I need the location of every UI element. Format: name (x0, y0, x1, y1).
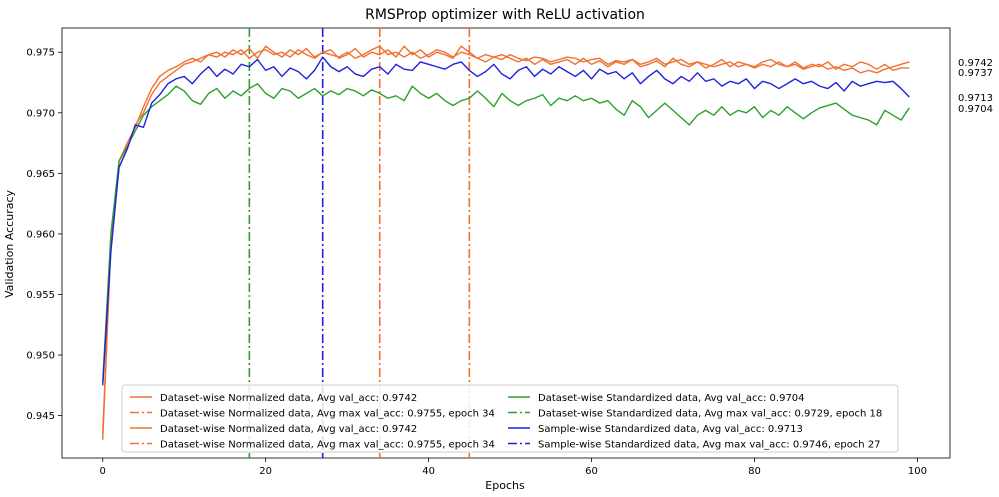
x-axis-label: Epochs (485, 479, 525, 492)
end-value-label-6: 0.9713 (958, 93, 993, 104)
end-value-label-2: 0.9737 (958, 68, 993, 79)
legend-entry-4: Dataset-wise Standardized data, Avg val_… (538, 393, 805, 404)
y-tick-label: 0.970 (26, 108, 55, 119)
series-line-0 (102, 45, 910, 440)
y-tick-label: 0.960 (26, 229, 55, 240)
end-value-label-4: 0.9704 (958, 104, 993, 115)
legend-entry-2: Dataset-wise Normalized data, Avg val_ac… (160, 424, 417, 435)
legend-entry-6: Sample-wise Standardized data, Avg val_a… (538, 424, 803, 435)
y-tick-label: 0.945 (26, 411, 55, 422)
x-tick-label: 20 (259, 466, 272, 477)
legend-box (121, 384, 899, 453)
y-tick-label: 0.955 (26, 290, 55, 301)
y-tick-label: 0.965 (26, 169, 55, 180)
y-axis-label: Validation Accuracy (3, 189, 16, 298)
x-tick-label: 0 (100, 466, 106, 477)
y-tick-label: 0.950 (26, 351, 55, 362)
series-line-2 (102, 45, 910, 434)
plot-area: 0 20 40 60 80 100 0.945 0.950 0.955 0.960 0.965 0.9… (26, 27, 993, 477)
x-tick-label: 100 (908, 466, 927, 477)
axes-frame (61, 27, 951, 459)
legend-entry-7: Sample-wise Standardized data, Avg max v… (538, 440, 881, 451)
legend-entry-0: Dataset-wise Normalized data, Avg val_ac… (160, 393, 417, 404)
legend-entry-5: Dataset-wise Standardized data, Avg max … (538, 409, 882, 420)
legend: Dataset-wise Normalized data, Avg val_ac… (121, 384, 899, 453)
legend-entry-1: Dataset-wise Normalized data, Avg max va… (160, 409, 495, 420)
y-tick-label: 0.975 (26, 48, 55, 59)
chart-title: RMSProp optimizer with ReLU activation (365, 7, 645, 23)
x-tick-label: 80 (748, 466, 761, 477)
series-line-4 (102, 83, 910, 382)
end-value-label-0: 0.9742 (958, 58, 993, 69)
legend-entry-3: Dataset-wise Normalized data, Avg max va… (160, 440, 495, 451)
series-line-6 (102, 56, 910, 386)
x-tick-label: 60 (585, 466, 598, 477)
x-tick-label: 40 (422, 466, 435, 477)
